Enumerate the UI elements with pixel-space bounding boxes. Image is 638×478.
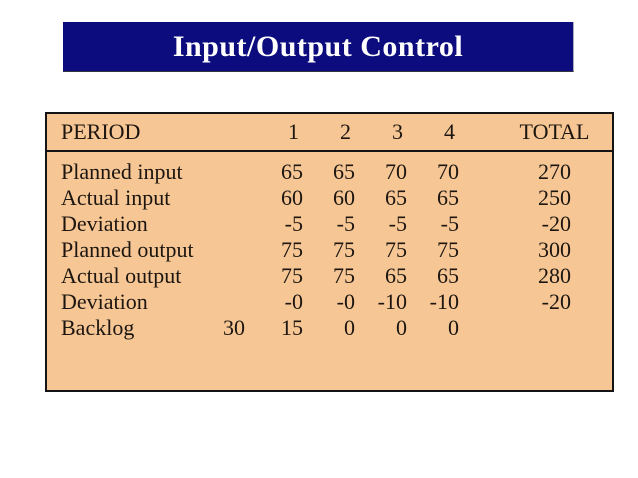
table-row-actual-input: Actual input 60 60 65 65 250 xyxy=(47,185,612,211)
header-total: TOTAL xyxy=(519,119,590,144)
row-value: -5 xyxy=(336,211,355,236)
row-value: 0 xyxy=(448,315,459,340)
row-value: 70 xyxy=(385,159,407,184)
row-value: 65 xyxy=(333,159,355,184)
header-period-text: PERIOD xyxy=(61,119,141,144)
header-period-4: 4 xyxy=(444,119,455,144)
row-total: 270 xyxy=(538,159,571,184)
slide-title: Input/Output Control xyxy=(172,29,464,63)
row-label: Planned input xyxy=(61,159,183,184)
input-output-table: PERIOD 1 2 3 4 TOTAL Planned input 65 65… xyxy=(45,112,614,392)
row-value: -10 xyxy=(377,289,407,314)
row-value: 65 xyxy=(385,263,407,288)
row-value: -10 xyxy=(429,289,459,314)
row-value: 60 xyxy=(333,185,355,210)
table-row-deviation-output: Deviation -0 -0 -10 -10 -20 xyxy=(47,289,612,315)
row-value: 65 xyxy=(437,263,459,288)
row-value: -5 xyxy=(284,211,303,236)
table-row-actual-output: Actual output 75 75 65 65 280 xyxy=(47,263,612,289)
row-label: Actual output xyxy=(61,263,182,288)
row-total: -20 xyxy=(541,289,571,314)
row-label: Planned output xyxy=(61,237,194,262)
row-value: -0 xyxy=(284,289,303,314)
row-pre-value: 30 xyxy=(223,315,245,340)
row-value: 75 xyxy=(333,263,355,288)
row-value: 75 xyxy=(385,237,407,262)
title-banner: Input/Output Control xyxy=(63,22,574,72)
row-value: 75 xyxy=(333,237,355,262)
row-total: 280 xyxy=(538,263,571,288)
table-row-planned-output: Planned output 75 75 75 75 300 xyxy=(47,237,612,263)
header-period-3: 3 xyxy=(392,119,403,144)
row-value: 75 xyxy=(281,237,303,262)
table-header-row: PERIOD 1 2 3 4 TOTAL xyxy=(47,114,612,152)
row-value: 0 xyxy=(396,315,407,340)
row-value: -0 xyxy=(336,289,355,314)
header-period-label: PERIOD xyxy=(47,119,245,145)
row-total: -20 xyxy=(541,211,571,236)
row-value: -5 xyxy=(440,211,459,236)
row-value: 70 xyxy=(437,159,459,184)
table-row-deviation-input: Deviation -5 -5 -5 -5 -20 xyxy=(47,211,612,237)
row-total: 250 xyxy=(538,185,571,210)
row-value: 65 xyxy=(281,159,303,184)
table-row-planned-input: Planned input 65 65 70 70 270 xyxy=(47,159,612,185)
row-label: Backlog xyxy=(61,315,135,340)
table-body: Planned input 65 65 70 70 270 Actual inp… xyxy=(47,159,612,341)
row-value: 60 xyxy=(281,185,303,210)
row-value: 75 xyxy=(437,237,459,262)
row-label: Actual input xyxy=(61,185,171,210)
row-value: 15 xyxy=(281,315,303,340)
header-period-2: 2 xyxy=(340,119,351,144)
row-label: Deviation xyxy=(61,289,148,314)
row-label: Deviation xyxy=(61,211,148,236)
row-value: 65 xyxy=(385,185,407,210)
row-value: 0 xyxy=(344,315,355,340)
header-period-1: 1 xyxy=(288,119,299,144)
table-row-backlog: Backlog 30 15 0 0 0 xyxy=(47,315,612,341)
row-total: 300 xyxy=(538,237,571,262)
row-value: 75 xyxy=(281,263,303,288)
row-value: -5 xyxy=(388,211,407,236)
row-value: 65 xyxy=(437,185,459,210)
